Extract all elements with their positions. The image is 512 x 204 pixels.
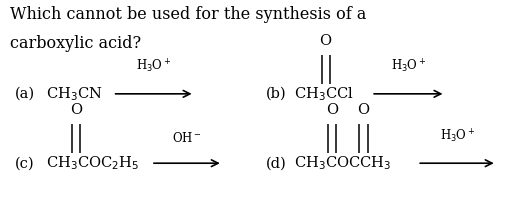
- Text: Which cannot be used for the synthesis of a: Which cannot be used for the synthesis o…: [10, 6, 367, 23]
- Text: O: O: [70, 103, 82, 117]
- Text: OH$^-$: OH$^-$: [172, 131, 202, 145]
- Text: H$_3$O$^+$: H$_3$O$^+$: [136, 58, 171, 75]
- Text: (b): (b): [266, 87, 287, 101]
- Text: O: O: [357, 103, 370, 117]
- Text: carboxylic acid?: carboxylic acid?: [10, 35, 141, 52]
- Text: (a): (a): [15, 87, 35, 101]
- Text: CH$_3$COC$_2$H$_5$: CH$_3$COC$_2$H$_5$: [46, 154, 139, 172]
- Text: CH$_3$CN: CH$_3$CN: [46, 85, 102, 103]
- Text: O: O: [326, 103, 338, 117]
- Text: (d): (d): [266, 156, 287, 170]
- Text: (c): (c): [15, 156, 35, 170]
- Text: CH$_3$CCl: CH$_3$CCl: [294, 85, 354, 103]
- Text: H$_3$O$^+$: H$_3$O$^+$: [440, 128, 475, 145]
- Text: O: O: [319, 34, 332, 48]
- Text: CH$_3$COCCH$_3$: CH$_3$COCCH$_3$: [294, 154, 392, 172]
- Text: H$_3$O$^+$: H$_3$O$^+$: [391, 58, 426, 75]
